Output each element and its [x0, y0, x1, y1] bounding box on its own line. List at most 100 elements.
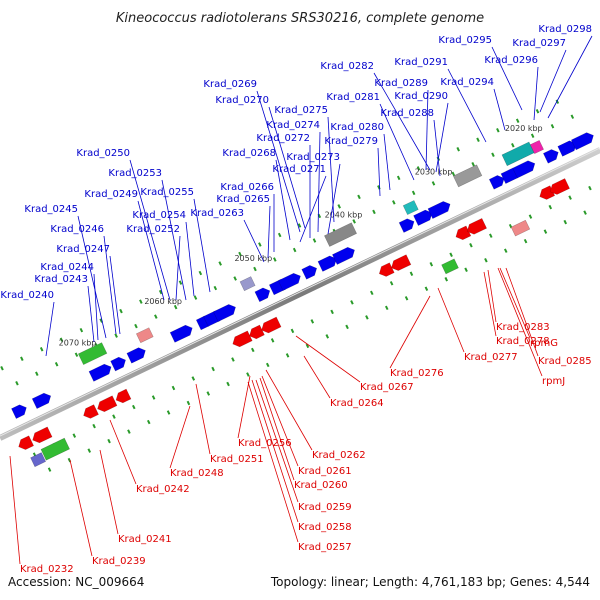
reverse-gene-label[interactable]: Krad_0262 [312, 450, 366, 461]
reverse-gene-label[interactable]: Krad_0277 [464, 352, 518, 363]
forward-gene-label[interactable]: Krad_0297 [512, 38, 566, 49]
reverse-gene-label[interactable]: Krad_0267 [360, 382, 414, 393]
reverse-gene-label[interactable]: Krad_0257 [298, 542, 352, 553]
forward-gene-leader-line [383, 133, 391, 191]
reverse-gene-label[interactable]: Krad_0283 [496, 322, 550, 333]
forward-gene-label[interactable]: Krad_0247 [56, 244, 110, 255]
reverse-gene-label[interactable]: Krad_0276 [390, 368, 444, 379]
track-marker [186, 400, 191, 406]
track-marker [273, 257, 277, 262]
reverse-gene-label[interactable]: Krad_0256 [238, 438, 292, 449]
forward-gene-label[interactable]: Krad_0291 [394, 57, 448, 68]
reverse-gene-label[interactable]: Krad_0248 [170, 468, 224, 479]
forward-gene-label[interactable]: Krad_0243 [34, 274, 88, 285]
track-marker [503, 248, 508, 253]
forward-gene-label[interactable]: Krad_0252 [126, 224, 180, 235]
track-marker [523, 238, 528, 244]
reverse-gene-label[interactable]: Krad_0251 [210, 454, 264, 465]
track-marker [198, 270, 203, 276]
track-marker [151, 395, 156, 400]
reverse-gene-label[interactable]: Krad_0242 [136, 484, 190, 495]
forward-gene-label[interactable]: Krad_0253 [108, 168, 162, 179]
track-marker [206, 391, 211, 396]
forward-gene [110, 356, 126, 372]
track-marker [352, 219, 356, 224]
forward-gene-label[interactable]: Krad_0240 [0, 290, 54, 301]
other-feature [452, 164, 483, 188]
forward-gene-labels[interactable]: Krad_0298 Krad_0295 Krad_0297 Krad_0296 Krad… [0, 24, 593, 357]
forward-gene-label[interactable]: Krad_0272 [256, 133, 310, 144]
reverse-gene-label[interactable]: Krad_0260 [294, 480, 348, 491]
forward-gene-label[interactable]: Krad_0275 [274, 105, 328, 116]
track-marker [411, 190, 416, 196]
map-title: Kineococcus radiotolerans SRS30216, comp… [116, 11, 484, 26]
forward-gene-label[interactable]: Krad_0268 [222, 148, 276, 159]
track-marker [389, 281, 394, 286]
track-marker [330, 309, 334, 315]
reverse-gene-label[interactable]: Krad_0232 [20, 564, 74, 575]
forward-gene-label[interactable]: Krad_0265 [216, 194, 270, 205]
reverse-gene-label[interactable]: Krad_0239 [92, 556, 146, 567]
reverse-gene-label[interactable]: Krad_0264 [330, 398, 384, 409]
forward-gene-leader-line [109, 255, 121, 335]
forward-gene-label[interactable]: Krad_0288 [380, 108, 434, 119]
kbp-tick-label: 2060 kbp [144, 297, 182, 306]
forward-gene-label[interactable]: Krad_0298 [538, 24, 592, 35]
reverse-gene-label[interactable]: Krad_0258 [298, 522, 352, 533]
track-marker [139, 299, 143, 304]
forward-gene [570, 132, 594, 151]
reverse-gene-label[interactable]: Krad_0285 [538, 356, 592, 367]
forward-gene-leader-line [377, 147, 381, 197]
reverse-gene-label[interactable]: Krad_0278 [496, 336, 550, 347]
forward-gene-label[interactable]: Krad_0294 [440, 77, 494, 88]
track-marker [158, 289, 163, 295]
track-marker [350, 300, 354, 305]
track-marker [568, 195, 572, 200]
forward-gene-leader-line [547, 35, 593, 119]
forward-gene-label[interactable]: Krad_0249 [84, 189, 138, 200]
forward-gene-leader-line [185, 221, 195, 297]
track-marker [226, 381, 230, 387]
forward-gene [488, 175, 505, 190]
forward-gene-label[interactable]: Krad_0282 [320, 61, 374, 72]
forward-gene-label[interactable]: Krad_0269 [203, 79, 257, 90]
reverse-gene-label[interactable]: rpmG [530, 338, 558, 349]
reverse-gene-label[interactable]: rpmJ [542, 376, 565, 387]
reverse-gene-label[interactable]: Krad_0259 [298, 502, 352, 513]
forward-gene-leader-line [299, 175, 327, 243]
forward-gene-leader-line [93, 273, 99, 341]
forward-gene-label[interactable]: Krad_0274 [266, 120, 320, 131]
forward-gene-label[interactable]: Krad_0246 [50, 224, 104, 235]
forward-gene-label[interactable]: Krad_0296 [484, 55, 538, 66]
forward-gene-label[interactable]: Krad_0255 [140, 187, 194, 198]
forward-gene-label[interactable]: Krad_0289 [374, 78, 428, 89]
rna-feature [441, 258, 459, 275]
forward-gene-label[interactable]: Krad_0270 [215, 95, 269, 106]
forward-gene-label[interactable]: Krad_0271 [272, 164, 326, 175]
reverse-gene-label[interactable]: Krad_0261 [298, 466, 352, 477]
forward-gene-leader-line [491, 46, 523, 111]
forward-gene-label[interactable]: Krad_0280 [330, 122, 384, 133]
forward-gene-label[interactable]: Krad_0244 [40, 262, 94, 273]
forward-gene-leader-line [267, 205, 271, 259]
forward-gene-label[interactable]: Krad_0245 [24, 204, 78, 215]
forward-gene-label[interactable]: Krad_0295 [438, 35, 492, 46]
track-marker [146, 419, 151, 425]
reverse-gene-label[interactable]: Krad_0241 [118, 534, 172, 545]
forward-gene-label[interactable]: Krad_0273 [286, 152, 340, 163]
trna-feature [402, 200, 419, 216]
forward-gene-label[interactable]: Krad_0281 [326, 92, 380, 103]
other-feature [135, 327, 154, 344]
track-marker [87, 448, 92, 453]
track-marker [404, 296, 409, 301]
forward-gene-label[interactable]: Krad_0250 [76, 148, 130, 159]
forward-gene-label[interactable]: Krad_0263 [190, 208, 244, 219]
forward-gene-label[interactable]: Krad_0290 [394, 91, 448, 102]
forward-gene-label[interactable]: Krad_0254 [132, 210, 186, 221]
track-marker [39, 346, 44, 352]
forward-gene-label[interactable]: Krad_0279 [324, 136, 378, 147]
forward-gene-label[interactable]: Krad_0266 [220, 182, 274, 193]
reverse-gene-leader-line [261, 375, 299, 467]
backbone-line [0, 147, 600, 441]
